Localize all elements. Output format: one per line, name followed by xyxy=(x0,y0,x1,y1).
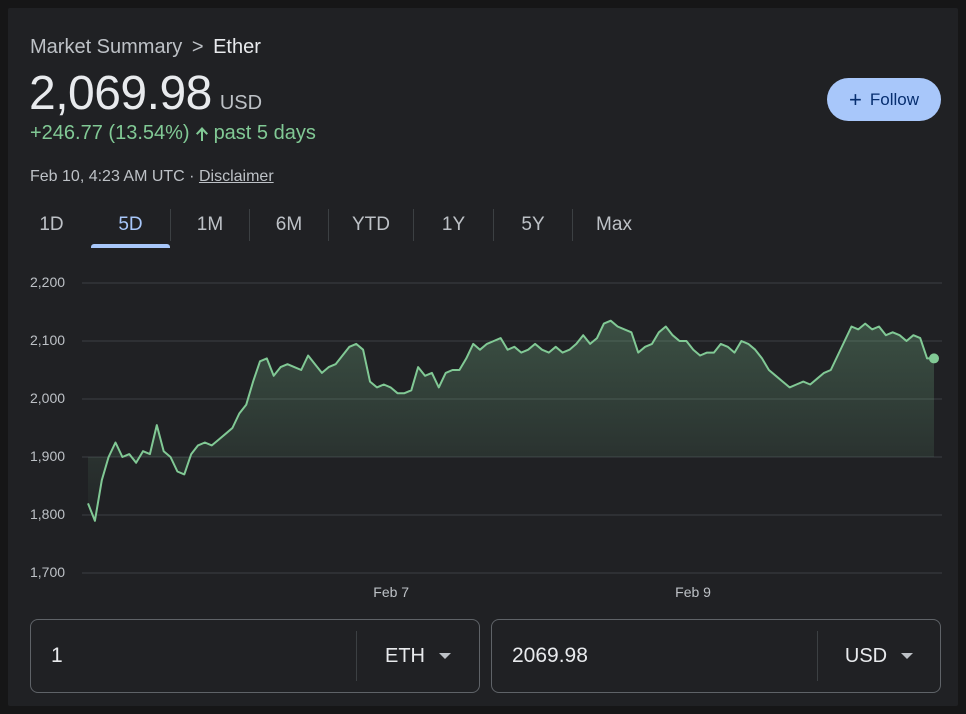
from-unit-select[interactable]: ETH xyxy=(357,645,479,668)
tab-divider xyxy=(249,209,250,241)
crypto-converter-to: 2069.98 USD xyxy=(491,619,941,693)
tab-label: 5Y xyxy=(521,214,545,235)
to-amount-input[interactable]: 2069.98 xyxy=(512,644,588,667)
tab-ytd[interactable]: YTD xyxy=(329,206,413,244)
y-tick-label: 1,900 xyxy=(30,448,65,464)
x-tick-label: Feb 7 xyxy=(373,584,409,600)
quote-meta: Feb 10, 4:23 AM UTC · Disclaimer xyxy=(30,168,274,186)
breadcrumb-parent-link[interactable]: Market Summary xyxy=(30,36,183,58)
tab-label: 1D xyxy=(39,214,64,235)
price-change: +246.77 (13.54%) past 5 days xyxy=(30,122,316,145)
from-unit-label: ETH xyxy=(385,644,425,667)
tab-divider xyxy=(413,209,414,241)
quote-timestamp: Feb 10, 4:23 AM UTC · xyxy=(30,168,195,185)
series-area xyxy=(88,320,934,521)
current-price: 2,069.98 xyxy=(29,67,212,120)
market-summary-card: Market Summary > Ether 2,069.98 USD +246… xyxy=(8,8,958,706)
converter-divider xyxy=(817,631,818,681)
tab-label: 1Y xyxy=(441,214,466,235)
to-unit-select[interactable]: USD xyxy=(818,645,940,668)
tab-1m[interactable]: 1M xyxy=(171,206,249,244)
caret-down-icon xyxy=(901,653,914,659)
tab-label: 6M xyxy=(275,214,303,235)
y-tick-label: 2,000 xyxy=(30,390,65,406)
y-tick-label: 2,100 xyxy=(30,332,65,348)
tab-label: 1M xyxy=(196,214,224,235)
breadcrumb-current: Ether xyxy=(213,36,261,58)
tab-5y[interactable]: 5Y xyxy=(494,206,572,244)
tab-label: YTD xyxy=(352,214,390,235)
tab-divider xyxy=(328,209,329,241)
from-amount-input[interactable]: 1 xyxy=(51,644,63,667)
follow-button[interactable]: + Follow xyxy=(827,78,941,121)
change-period: past 5 days xyxy=(213,122,316,144)
x-tick-label: Feb 9 xyxy=(675,584,711,600)
tab-divider xyxy=(572,209,573,241)
tab-label: 5D xyxy=(118,214,143,235)
tab-label: Max xyxy=(596,214,632,235)
price-currency: USD xyxy=(219,92,263,114)
price-chart[interactable]: 2,200 2,100 2,000 1,900 1,800 1,700 Feb 7 Feb 9 xyxy=(8,266,958,606)
caret-down-icon xyxy=(439,653,451,659)
breadcrumb: Market Summary > Ether xyxy=(30,36,261,59)
disclaimer-link[interactable]: Disclaimer xyxy=(198,168,274,185)
change-value: +246.77 (13.54%) xyxy=(30,122,190,144)
breadcrumb-separator: > xyxy=(191,36,204,58)
tab-6m[interactable]: 6M xyxy=(250,206,328,244)
tab-max[interactable]: Max xyxy=(573,206,655,244)
to-unit-label: USD xyxy=(844,644,888,667)
tab-1y[interactable]: 1Y xyxy=(414,206,493,244)
last-price-dot xyxy=(929,353,939,364)
y-tick-label: 1,700 xyxy=(30,564,65,580)
tab-5d[interactable]: 5D xyxy=(91,206,170,248)
tab-divider xyxy=(170,209,171,241)
y-tick-label: 1,800 xyxy=(30,506,65,522)
y-tick-label: 2,200 xyxy=(30,274,65,290)
price-row: 2,069.98 USD xyxy=(29,66,262,121)
plus-icon: + xyxy=(849,86,862,112)
tab-1d[interactable]: 1D xyxy=(12,206,91,244)
range-tabs: 1D 5D 1M 6M YTD 1Y 5Y Max xyxy=(12,206,655,248)
converter-divider xyxy=(356,631,357,681)
crypto-converter-from: 1 ETH xyxy=(30,619,480,693)
arrow-up-icon xyxy=(194,124,210,144)
tab-divider xyxy=(493,209,494,241)
series-line xyxy=(87,319,934,522)
follow-label: Follow xyxy=(869,89,919,109)
